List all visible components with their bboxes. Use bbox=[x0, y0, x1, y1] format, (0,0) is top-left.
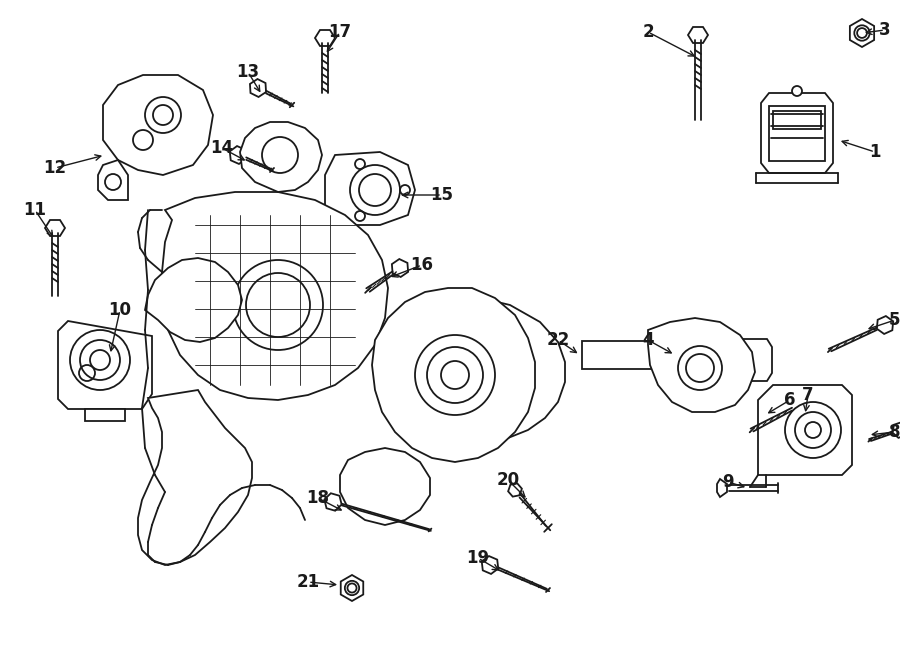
Polygon shape bbox=[877, 316, 893, 334]
Polygon shape bbox=[58, 321, 152, 409]
Polygon shape bbox=[98, 160, 128, 200]
Polygon shape bbox=[103, 75, 213, 175]
Text: 21: 21 bbox=[296, 573, 320, 591]
Text: 4: 4 bbox=[643, 331, 653, 349]
Polygon shape bbox=[145, 258, 242, 342]
Circle shape bbox=[70, 330, 130, 390]
Text: 6: 6 bbox=[784, 391, 796, 409]
Polygon shape bbox=[688, 27, 708, 43]
Text: 17: 17 bbox=[328, 23, 352, 41]
Circle shape bbox=[785, 402, 841, 458]
Text: 20: 20 bbox=[497, 471, 519, 489]
Polygon shape bbox=[372, 288, 535, 462]
Polygon shape bbox=[324, 493, 342, 511]
Text: 5: 5 bbox=[889, 311, 900, 329]
Polygon shape bbox=[85, 409, 125, 421]
Polygon shape bbox=[508, 483, 522, 496]
Text: 13: 13 bbox=[237, 63, 259, 81]
Text: 11: 11 bbox=[23, 201, 47, 219]
Polygon shape bbox=[392, 259, 408, 277]
Polygon shape bbox=[792, 396, 808, 414]
Circle shape bbox=[233, 260, 323, 350]
Circle shape bbox=[415, 335, 495, 415]
Polygon shape bbox=[850, 19, 874, 47]
Circle shape bbox=[350, 165, 400, 215]
Circle shape bbox=[678, 346, 722, 390]
Polygon shape bbox=[758, 385, 852, 475]
Polygon shape bbox=[717, 479, 727, 497]
Polygon shape bbox=[162, 192, 388, 400]
Text: 19: 19 bbox=[466, 549, 490, 567]
Text: 10: 10 bbox=[109, 301, 131, 319]
Text: 7: 7 bbox=[802, 386, 814, 404]
Polygon shape bbox=[773, 111, 821, 129]
Polygon shape bbox=[250, 79, 266, 97]
Polygon shape bbox=[769, 106, 825, 161]
Polygon shape bbox=[315, 30, 335, 46]
Text: 2: 2 bbox=[643, 23, 653, 41]
Text: 12: 12 bbox=[43, 159, 67, 177]
Polygon shape bbox=[893, 422, 900, 438]
Polygon shape bbox=[230, 146, 247, 164]
Circle shape bbox=[854, 25, 869, 41]
Polygon shape bbox=[341, 575, 364, 601]
Polygon shape bbox=[482, 556, 499, 574]
Text: 14: 14 bbox=[211, 139, 234, 157]
Polygon shape bbox=[405, 295, 565, 440]
Polygon shape bbox=[761, 93, 833, 173]
Text: 18: 18 bbox=[307, 489, 329, 507]
Text: 15: 15 bbox=[430, 186, 454, 204]
Text: 1: 1 bbox=[869, 143, 881, 161]
Text: 3: 3 bbox=[879, 21, 891, 39]
Polygon shape bbox=[138, 390, 252, 565]
Polygon shape bbox=[648, 318, 755, 412]
Polygon shape bbox=[684, 339, 772, 381]
Circle shape bbox=[345, 581, 359, 595]
Circle shape bbox=[792, 86, 802, 96]
Text: 16: 16 bbox=[410, 256, 434, 274]
Polygon shape bbox=[340, 448, 430, 525]
Text: 22: 22 bbox=[546, 331, 570, 349]
Polygon shape bbox=[582, 341, 654, 369]
Polygon shape bbox=[45, 220, 65, 236]
Text: 9: 9 bbox=[722, 473, 734, 491]
Polygon shape bbox=[325, 152, 415, 225]
Text: 8: 8 bbox=[889, 423, 900, 441]
Polygon shape bbox=[240, 122, 322, 192]
